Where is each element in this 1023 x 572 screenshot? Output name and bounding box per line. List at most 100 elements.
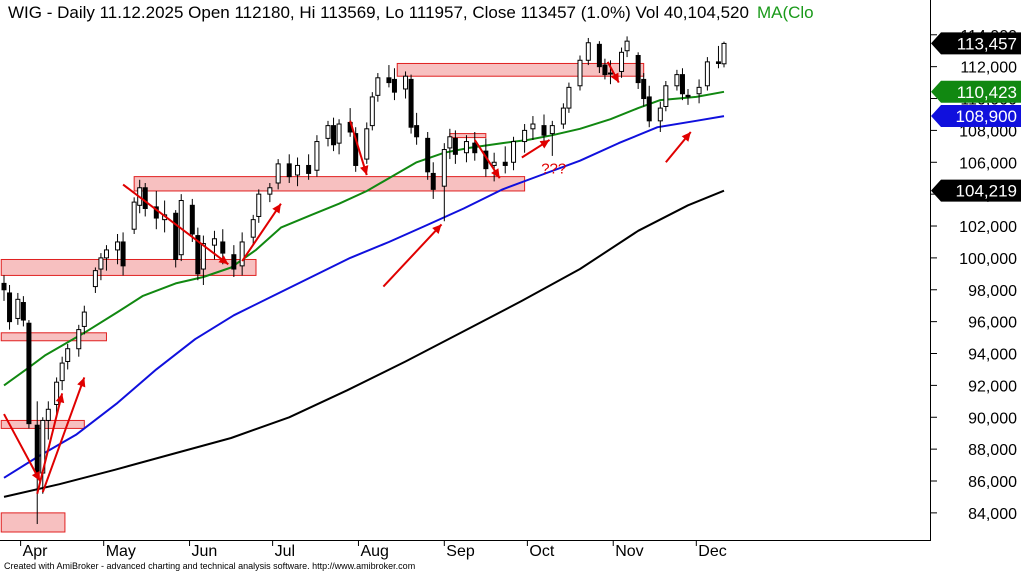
candle bbox=[331, 117, 337, 152]
candle-body bbox=[541, 125, 547, 136]
candle bbox=[679, 68, 685, 101]
candle bbox=[1, 275, 7, 301]
candle bbox=[414, 112, 420, 145]
price-tag-box bbox=[931, 32, 1021, 55]
candle-body bbox=[696, 86, 702, 95]
candle bbox=[45, 401, 51, 440]
candle bbox=[364, 122, 370, 164]
candle bbox=[353, 127, 359, 172]
candle bbox=[715, 45, 721, 69]
price-tag: 108,900 bbox=[931, 105, 1021, 128]
candle-body bbox=[663, 85, 669, 107]
candle bbox=[685, 88, 691, 105]
candle-body bbox=[173, 212, 179, 260]
y-tick-label: 94,000 bbox=[968, 347, 1017, 364]
candle-body bbox=[295, 164, 301, 176]
x-tick-label: Dec bbox=[698, 543, 726, 560]
candle-body bbox=[472, 142, 478, 154]
candle-body bbox=[391, 78, 397, 93]
candle bbox=[231, 245, 237, 278]
y-tick-label: 96,000 bbox=[968, 315, 1017, 332]
candle-body bbox=[59, 362, 65, 382]
candle-body bbox=[430, 172, 436, 190]
candle bbox=[386, 65, 392, 88]
candle bbox=[657, 101, 663, 132]
candle bbox=[585, 37, 591, 66]
red-arrow bbox=[122, 183, 229, 266]
candle bbox=[15, 292, 21, 325]
candle bbox=[142, 182, 148, 217]
candle-body bbox=[522, 129, 528, 143]
candle-body bbox=[15, 298, 21, 319]
candle bbox=[54, 377, 60, 418]
red-arrow bbox=[241, 203, 282, 262]
candle bbox=[566, 82, 572, 113]
candle-body bbox=[704, 61, 710, 87]
candle bbox=[641, 73, 647, 107]
candle-body bbox=[447, 136, 453, 149]
candle-body bbox=[386, 77, 392, 84]
candle bbox=[103, 245, 109, 271]
candle bbox=[306, 154, 312, 180]
candle-body bbox=[364, 128, 370, 160]
x-tick-label: Nov bbox=[615, 543, 643, 560]
red-arrow bbox=[41, 377, 86, 493]
candle-body bbox=[211, 238, 217, 246]
candle-body bbox=[65, 348, 71, 362]
candle bbox=[26, 320, 32, 429]
arrow-shaft bbox=[349, 120, 368, 176]
candle bbox=[602, 58, 608, 80]
candle bbox=[336, 119, 342, 155]
candle bbox=[502, 146, 508, 174]
candle-body bbox=[441, 149, 447, 187]
red-arrow bbox=[36, 393, 65, 494]
ma-slow-line bbox=[3, 189, 725, 498]
arrow-head bbox=[272, 203, 281, 214]
candle-body bbox=[674, 74, 680, 87]
candle-body bbox=[530, 123, 536, 130]
candle bbox=[20, 296, 26, 327]
candle-body bbox=[679, 74, 685, 95]
candle-body bbox=[549, 125, 555, 135]
candle-body bbox=[195, 235, 201, 275]
candle-body bbox=[560, 107, 566, 125]
y-tick-label: 90,000 bbox=[968, 410, 1017, 427]
footer-credit: Created with AmiBroker - advanced charti… bbox=[4, 561, 415, 571]
candle bbox=[441, 143, 447, 222]
candle bbox=[325, 120, 331, 147]
candle bbox=[98, 253, 104, 281]
candle-body bbox=[314, 141, 320, 171]
candle bbox=[607, 60, 613, 85]
candle bbox=[120, 232, 126, 276]
candle-body bbox=[602, 64, 608, 76]
candle bbox=[511, 136, 517, 171]
candle-body bbox=[721, 42, 727, 65]
candle-body bbox=[34, 424, 40, 474]
candle-body bbox=[646, 96, 652, 122]
x-tick-label: Oct bbox=[529, 543, 554, 560]
highlight-zone bbox=[0, 332, 107, 342]
candle bbox=[541, 114, 547, 144]
candle bbox=[452, 130, 458, 164]
arrow-head bbox=[360, 165, 369, 175]
candle-body bbox=[20, 302, 26, 321]
candle-body bbox=[369, 96, 375, 127]
candle-body bbox=[375, 77, 381, 96]
candle bbox=[173, 210, 179, 268]
candle-body bbox=[92, 270, 98, 288]
arrow-head bbox=[432, 224, 442, 234]
price-tag: 113,457 bbox=[931, 32, 1021, 55]
arrow-head bbox=[77, 377, 86, 388]
moving-average-lines bbox=[3, 90, 725, 498]
price-tag-box bbox=[931, 105, 1021, 128]
candle bbox=[295, 157, 301, 187]
candle-body bbox=[635, 54, 641, 84]
arrow-shaft bbox=[3, 413, 41, 482]
red-arrow bbox=[3, 413, 41, 482]
candle bbox=[375, 73, 381, 102]
y-tick-label: 98,000 bbox=[968, 283, 1017, 300]
price-tag-label: 108,900 bbox=[956, 107, 1017, 126]
candle-body bbox=[641, 78, 647, 100]
candle-body bbox=[189, 204, 195, 235]
